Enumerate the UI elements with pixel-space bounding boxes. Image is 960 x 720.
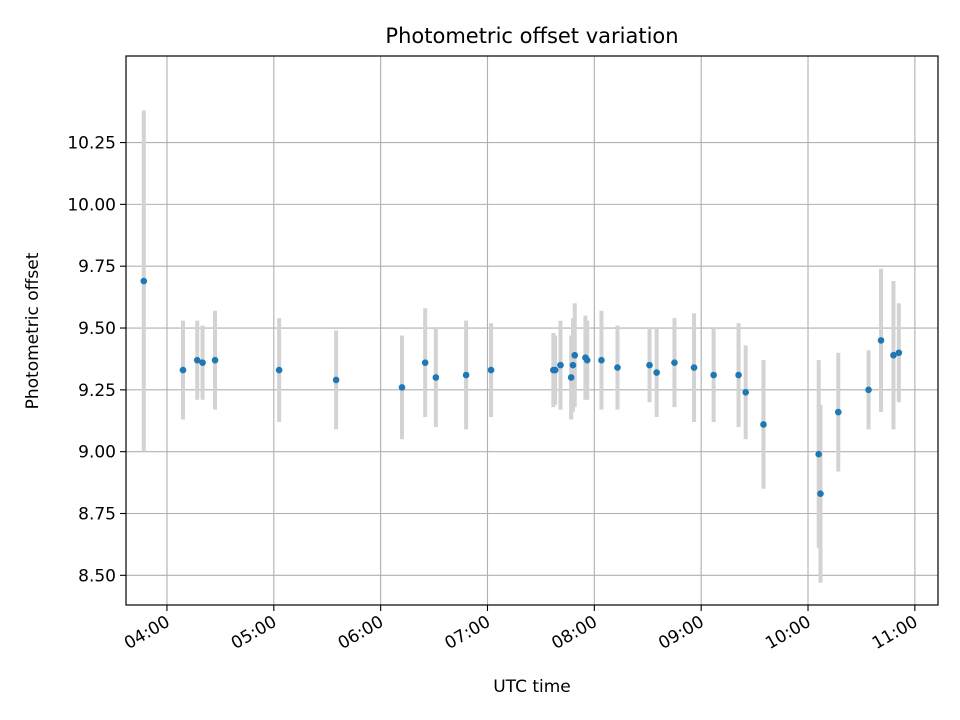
data-point [646, 361, 653, 369]
data-point [598, 356, 605, 364]
plot-frame [125, 55, 939, 606]
data-point [614, 364, 621, 371]
data-point [179, 366, 187, 374]
data-point [817, 490, 824, 498]
data-point [653, 369, 660, 376]
y-tick-label: 9.50 [78, 319, 116, 339]
data-point [487, 366, 495, 374]
data-point [671, 359, 678, 366]
y-axis-label: Photometric offset [23, 252, 43, 409]
data-point [865, 386, 872, 394]
data-point [583, 356, 591, 364]
data-point [275, 366, 283, 374]
data-point [193, 356, 201, 364]
data-point [690, 364, 698, 371]
chart-title: Photometric offset variation [385, 24, 678, 48]
data-point [877, 337, 885, 344]
data-point [895, 349, 903, 357]
data-point [421, 359, 429, 366]
data-point [742, 389, 749, 396]
y-tick-label: 9.25 [78, 381, 116, 401]
data-point [432, 374, 440, 381]
data-point [735, 371, 742, 379]
data-point [211, 356, 219, 364]
y-tick-label: 10.25 [67, 134, 116, 154]
data-point [398, 384, 406, 391]
data-points [140, 277, 903, 498]
data-point [710, 371, 717, 379]
data-point [567, 374, 575, 381]
grid [126, 56, 938, 605]
data-point [462, 371, 470, 379]
x-axis-label: UTC time [493, 677, 571, 697]
data-point [557, 361, 564, 369]
data-point [140, 277, 148, 285]
y-tick-label: 9.75 [78, 257, 116, 277]
y-tick-label: 10.00 [67, 195, 116, 215]
y-tick-label: 9.00 [78, 443, 116, 463]
data-point [571, 351, 579, 359]
y-axis-ticks: 8.50 8.75 9.00 9.25 9.50 9.75 10.00 10.25 [67, 134, 126, 586]
data-point [815, 450, 822, 458]
data-point [760, 421, 767, 428]
data-point [551, 366, 559, 374]
y-tick-label: 8.50 [78, 566, 116, 586]
data-point [890, 351, 897, 359]
data-point [332, 376, 340, 384]
data-point [834, 408, 842, 416]
y-tick-label: 8.75 [78, 505, 116, 525]
data-point [199, 359, 206, 366]
data-point [569, 361, 577, 369]
